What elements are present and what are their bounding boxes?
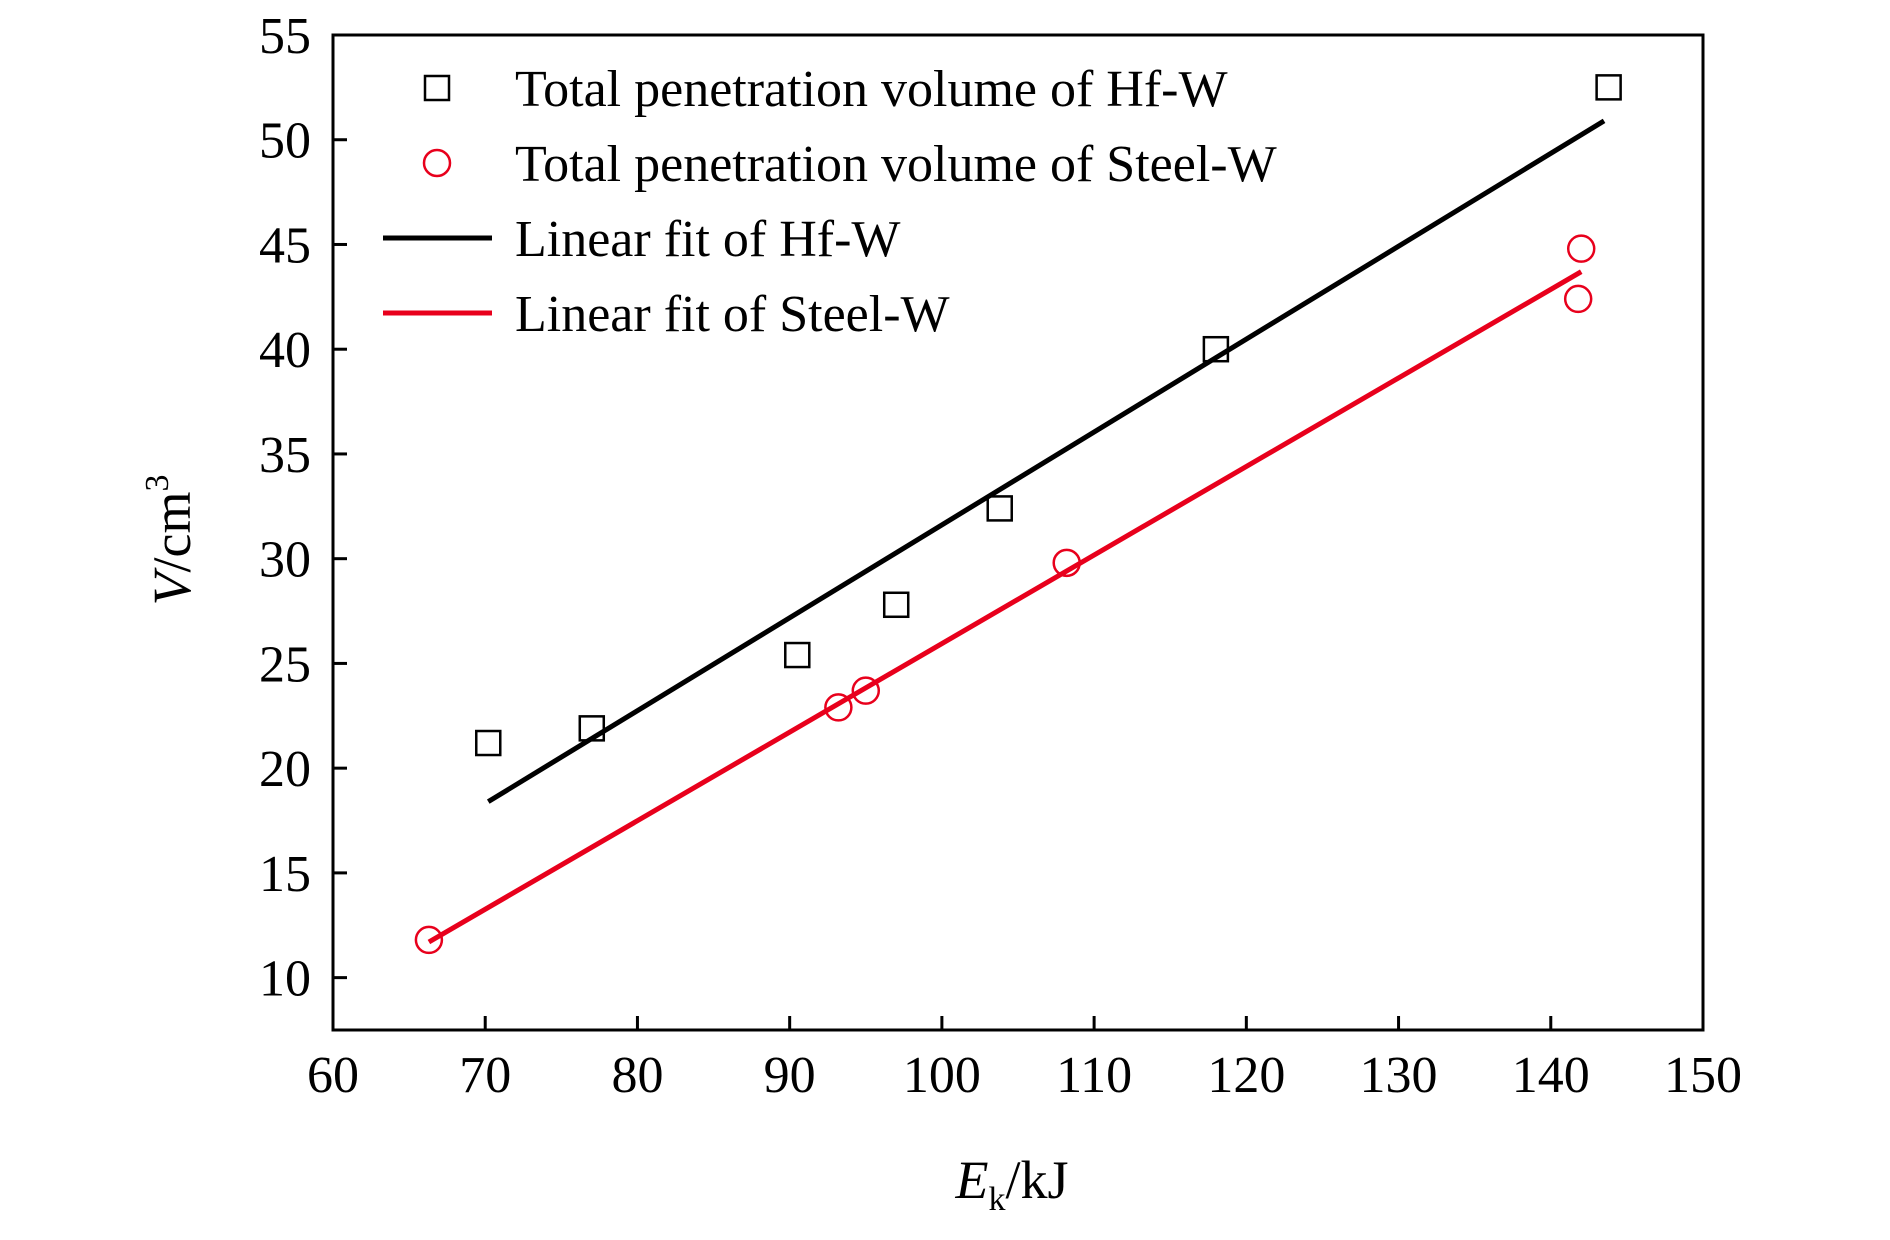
legend-label-0: Total penetration volume of Hf-W [515, 61, 1228, 118]
x-axis-label-sub: k [988, 1181, 1005, 1218]
y-tick-label-15: 15 [259, 846, 311, 903]
series-1-point-0 [414, 925, 444, 955]
legend: Total penetration volume of Hf-W Total pe… [383, 61, 1277, 343]
axis-ticks: 60 70 80 90 100 110 120 130 140 150 10 15 20 25 30 35 40… [259, 8, 1742, 1104]
series-0-point-0 [475, 729, 502, 757]
plot-frame [331, 33, 1705, 1032]
y-tick-label-40: 40 [259, 322, 311, 379]
x-tick-label-150: 150 [1664, 1047, 1742, 1104]
y-tick-label-20: 20 [259, 741, 311, 798]
fit-line-2 [486, 118, 1606, 804]
y-tick-label-25: 25 [259, 636, 311, 693]
x-tick-label-90: 90 [764, 1047, 816, 1104]
fit-line-3 [427, 269, 1583, 945]
series-0-point-2 [784, 641, 811, 669]
y-tick-label-45: 45 [259, 217, 311, 274]
y-tick-label-50: 50 [259, 113, 311, 170]
x-axis-label-main: E [954, 1150, 988, 1210]
y-axis-label-sup: 3 [139, 475, 176, 492]
x-tick-label-130: 130 [1360, 1047, 1438, 1104]
x-axis-label-unit: /kJ [1005, 1150, 1068, 1210]
y-axis-label: V/cm3 [139, 475, 202, 606]
plot-area [331, 33, 1705, 1032]
legend-label-3: Linear fit of Steel-W [515, 286, 950, 343]
legend-swatch-1 [422, 148, 452, 178]
legend-swatch-0 [423, 74, 451, 102]
series-1-point-3 [1052, 548, 1081, 578]
series-1-point-5 [1563, 284, 1593, 314]
x-tick-label-60: 60 [307, 1047, 359, 1104]
x-tick-label-110: 110 [1056, 1047, 1132, 1104]
series-1-point-4 [1566, 234, 1596, 263]
y-axis-label-main: V [142, 566, 202, 605]
series-1-point-2 [851, 676, 881, 705]
x-tick-label-100: 100 [903, 1047, 981, 1104]
series-0-point-3 [882, 591, 910, 619]
legend-label-2: Linear fit of Hf-W [515, 211, 900, 268]
series-0-point-1 [578, 715, 606, 742]
y-tick-label-55: 55 [259, 8, 311, 65]
y-axis-label-unit: /cm [142, 492, 202, 573]
series-0-point-4 [986, 495, 1013, 522]
y-tick-label-35: 35 [259, 427, 311, 484]
x-tick-label-140: 140 [1512, 1047, 1590, 1104]
x-tick-label-70: 70 [459, 1047, 511, 1104]
legend-label-1: Total penetration volume of Steel-W [515, 136, 1277, 193]
series-0-point-6 [1595, 74, 1622, 101]
x-tick-label-80: 80 [611, 1047, 663, 1104]
y-tick-label-10: 10 [259, 951, 311, 1008]
series-0-point-5 [1202, 335, 1230, 363]
fit-lines [427, 118, 1606, 945]
data-markers [414, 74, 1622, 955]
x-tick-label-120: 120 [1207, 1047, 1285, 1104]
x-axis-label: Ek/kJ [954, 1150, 1068, 1218]
y-tick-label-30: 30 [259, 532, 311, 589]
series-1-point-1 [824, 693, 853, 722]
